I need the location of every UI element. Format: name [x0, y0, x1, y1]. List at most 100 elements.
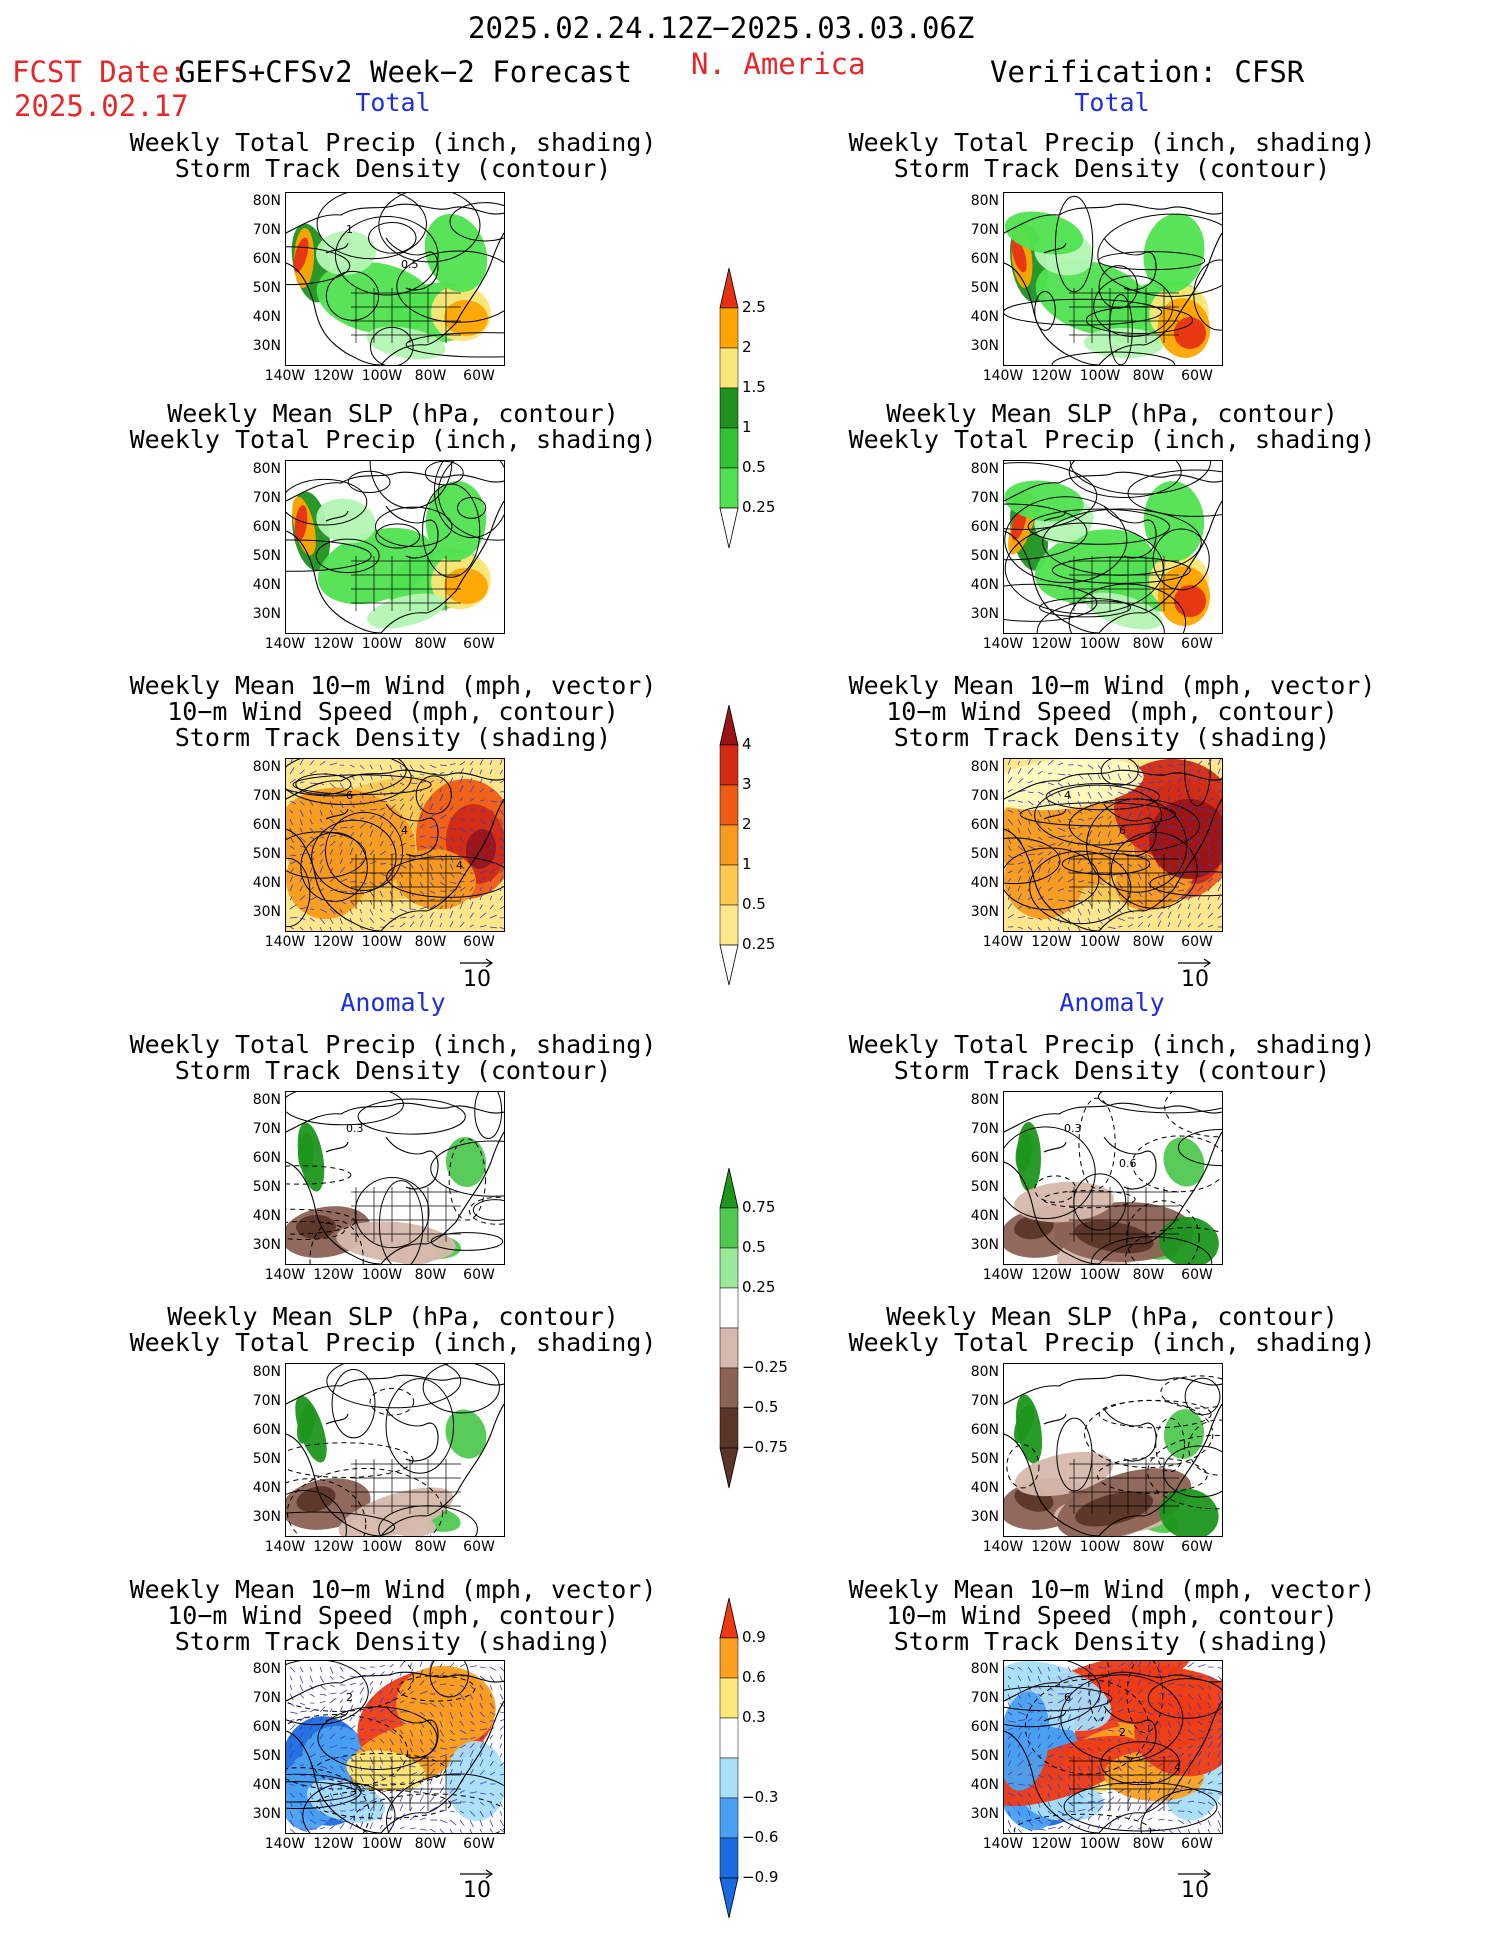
lat-label: 30N	[961, 607, 999, 621]
colorbar-label: 0.5	[742, 897, 766, 912]
panel-title-line: Weekly Mean SLP (hPa, contour)	[812, 1304, 1412, 1329]
lon-label: 140W	[978, 935, 1028, 949]
lat-label: 70N	[961, 789, 999, 803]
lat-label: 60N	[961, 1720, 999, 1734]
lon-label: 140W	[260, 369, 310, 383]
contour-label: 2	[346, 1691, 353, 1704]
colorbar-label: 0.9	[742, 1630, 766, 1645]
lon-label: 60W	[454, 637, 504, 651]
colorbar-label: 0.5	[742, 460, 766, 475]
lat-label: 50N	[961, 1452, 999, 1466]
panel-title-line: Weekly Mean 10−m Wind (mph, vector)	[812, 1577, 1412, 1602]
lon-label: 80W	[406, 1837, 456, 1851]
lat-label: 70N	[961, 1122, 999, 1136]
lon-label: 120W	[309, 1268, 359, 1282]
colorbar-label: −0.75	[742, 1440, 788, 1455]
lon-label: 80W	[1124, 1837, 1174, 1851]
lat-label: 70N	[961, 491, 999, 505]
lat-label: 30N	[243, 1238, 281, 1252]
vector-ref-value: 10	[452, 1880, 502, 1902]
contour-label: 0.6	[1119, 1157, 1137, 1170]
contour-label: 2	[1119, 1726, 1126, 1739]
panel-title-line: Storm Track Density (shading)	[812, 725, 1412, 750]
colorbar-label: −0.9	[742, 1870, 778, 1885]
lat-label: 60N	[243, 1423, 281, 1437]
lat-label: 40N	[961, 310, 999, 324]
lat-label: 50N	[961, 1749, 999, 1763]
contour-label: 0.5	[401, 258, 419, 271]
lat-label: 30N	[243, 905, 281, 919]
contour-label: 0.3	[1064, 1122, 1082, 1135]
panel-title-line: Weekly Total Precip (inch, shading)	[93, 130, 693, 155]
lon-label: 80W	[406, 1540, 456, 1554]
lat-label: 80N	[243, 1093, 281, 1107]
panel-title-line: Storm Track Density (contour)	[812, 1058, 1412, 1083]
lat-label: 50N	[961, 281, 999, 295]
lon-label: 140W	[978, 1540, 1028, 1554]
lat-label: 70N	[961, 1394, 999, 1408]
lon-label: 100W	[357, 1540, 407, 1554]
colorbar-label: 4	[742, 737, 752, 752]
lat-label: 30N	[961, 1510, 999, 1524]
lat-label: 30N	[243, 607, 281, 621]
vector-ref-value: 10	[452, 969, 502, 991]
lon-label: 80W	[1124, 1268, 1174, 1282]
lon-label: 60W	[1172, 1837, 1222, 1851]
lon-label: 100W	[1075, 1268, 1125, 1282]
region-label: N. America	[691, 50, 866, 79]
colorbar-label: 2	[742, 817, 752, 832]
section-anomaly-right: Anomaly	[1012, 990, 1212, 1015]
section-anomaly-left: Anomaly	[293, 990, 493, 1015]
panel-title-line: Storm Track Density (contour)	[812, 156, 1412, 181]
panel-title-line: 10−m Wind Speed (mph, contour)	[93, 699, 693, 724]
lon-label: 140W	[978, 369, 1028, 383]
lat-label: 50N	[961, 549, 999, 563]
vector-ref-value: 10	[1170, 1880, 1220, 1902]
colorbar-label: 0.5	[742, 1240, 766, 1255]
panel-title-line: Weekly Total Precip (inch, shading)	[812, 427, 1412, 452]
panel-title-line: Storm Track Density (shading)	[93, 725, 693, 750]
panel-title-line: Weekly Mean 10−m Wind (mph, vector)	[93, 673, 693, 698]
lon-label: 80W	[406, 1268, 456, 1282]
colorbar-label: 1	[742, 420, 752, 435]
lat-label: 30N	[961, 339, 999, 353]
panel-title-line: Weekly Total Precip (inch, shading)	[812, 1032, 1412, 1057]
lat-label: 40N	[243, 1778, 281, 1792]
lon-label: 80W	[406, 637, 456, 651]
lon-label: 120W	[1027, 935, 1077, 949]
lat-label: 70N	[243, 491, 281, 505]
lat-label: 70N	[243, 789, 281, 803]
lat-label: 40N	[243, 310, 281, 324]
lon-label: 100W	[357, 1268, 407, 1282]
colorbar	[718, 268, 740, 618]
lat-label: 80N	[243, 760, 281, 774]
panel-title-line: Weekly Total Precip (inch, shading)	[93, 1330, 693, 1355]
section-total-left: Total	[293, 90, 493, 115]
lon-label: 140W	[978, 1268, 1028, 1282]
lon-label: 120W	[309, 1540, 359, 1554]
colorbar	[718, 1598, 740, 1948]
lat-label: 80N	[961, 194, 999, 208]
colorbar-label: 2	[742, 340, 752, 355]
lat-label: 60N	[961, 1423, 999, 1437]
date-range: 2025.02.24.12Z−2025.03.03.06Z	[468, 14, 974, 43]
lon-label: 80W	[1124, 1540, 1174, 1554]
map-panel	[1003, 460, 1223, 634]
lat-label: 70N	[243, 1122, 281, 1136]
colorbar-label: 0.25	[742, 500, 775, 515]
lon-label: 140W	[260, 935, 310, 949]
fcst-date-label: FCST Date:	[12, 58, 187, 87]
panel-title-line: Storm Track Density (contour)	[93, 1058, 693, 1083]
lat-label: 60N	[243, 1151, 281, 1165]
panel-title-line: Weekly Total Precip (inch, shading)	[812, 130, 1412, 155]
lon-label: 80W	[406, 935, 456, 949]
lat-label: 40N	[961, 578, 999, 592]
contour-label: 4	[456, 859, 463, 872]
lat-label: 80N	[243, 1365, 281, 1379]
contour-label: 4	[1064, 789, 1071, 802]
lat-label: 50N	[243, 549, 281, 563]
colorbar-label: −0.5	[742, 1400, 778, 1415]
